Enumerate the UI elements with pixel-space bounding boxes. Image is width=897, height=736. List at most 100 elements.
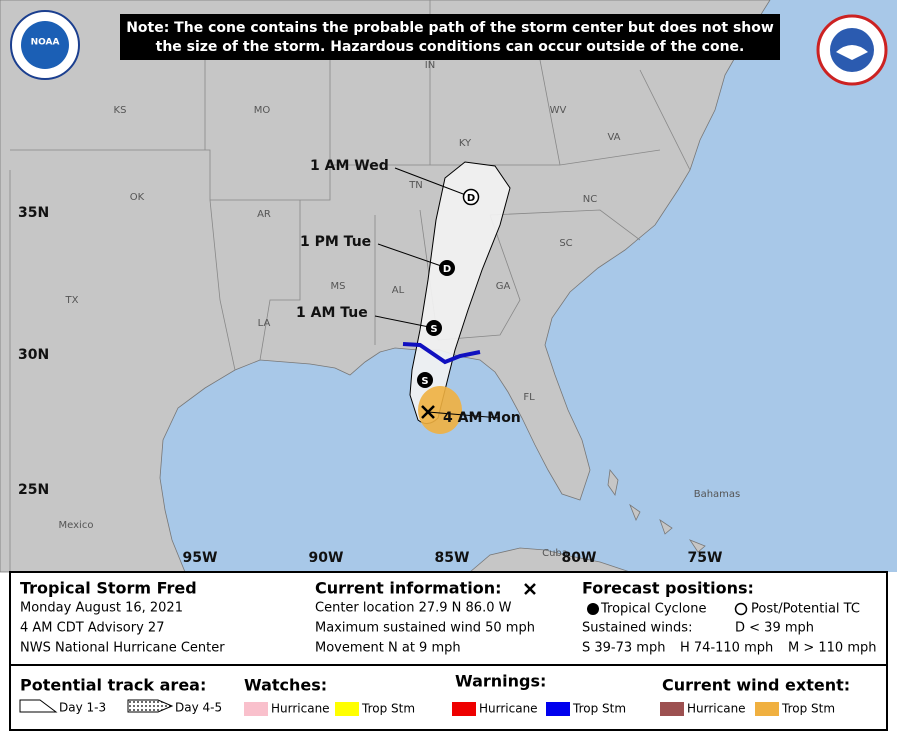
lon-label: 90W [309,550,344,566]
note-box [120,14,780,60]
watch-hurricane-swatch [244,702,268,716]
lon-label: 80W [562,550,597,566]
state-label: TX [65,295,79,306]
state-label: LA [258,318,271,329]
state-label: AR [257,209,271,220]
legend-text: Day 1-3 [59,701,106,715]
forecast-title: Forecast positions: [582,579,754,598]
state-label: KY [459,138,472,149]
warn-trop-swatch [546,702,570,716]
point-label: 4 AM Mon [443,410,521,426]
watch-trop-swatch [335,702,359,716]
state-label: KS [114,105,127,116]
forecast-point: D [439,260,455,276]
wind-hurricane-swatch [660,702,684,716]
legend-text: Trop Stm [781,702,835,716]
wind-extent [418,386,462,434]
forecast-text: M > 110 mph [788,641,876,656]
lat-label: 30N [18,347,49,363]
post-tc-icon [734,602,748,616]
point-symbol: S [430,324,437,335]
point-symbol: S [421,376,428,387]
state-label: SC [559,238,572,249]
legend-text: Hurricane [271,702,330,716]
trop-storm-warning [402,342,481,365]
country-label: Cuba [542,548,568,559]
legend-title: Warnings: [455,672,546,691]
forecast-text: D < 39 mph [735,621,814,636]
note-line: the size of the storm. Hazardous conditi… [156,39,745,55]
tc-icon [587,603,599,615]
lat-label: 25N [18,482,49,498]
state-label: FL [523,392,535,403]
country-label: Mexico [59,520,94,531]
state-label: MS [331,281,346,292]
land-us [0,0,771,573]
storm-title: Tropical Storm Fred [20,579,197,598]
land-cuba [468,547,631,573]
point-label: 1 AM Wed [310,158,389,174]
current-line: Center location 27.9 N 86.0 W [315,601,512,616]
noaa-logo: NOAA [10,10,80,80]
legend-text: Day 4-5 [175,701,222,715]
current-icon [524,583,536,595]
day45-icon [127,699,174,713]
legend-title: Potential track area: [20,676,206,695]
current-line: Movement N at 9 mph [315,641,461,656]
axis-labels: 35N 30N 25N 95W 90W 85W 80W 75W [18,205,722,566]
state-label: NC [583,194,597,205]
leader-line [394,167,472,198]
forecast-point: S [417,372,433,388]
lon-label: 85W [435,550,470,566]
forecast-text: Sustained winds: [582,621,692,636]
legend-text: Hurricane [479,702,538,716]
state-label: VA [607,132,620,143]
point-symbol: D [443,264,451,275]
state-labels: IN KS MO WV KY VA TN OK AR NC SC MS AL G… [59,60,741,559]
state-label: TN [408,180,423,191]
lon-label: 75W [688,550,723,566]
leader-line [377,243,448,269]
nws-logo [816,14,888,86]
wind-trop-swatch [755,702,779,716]
forecast-text: Tropical Cyclone [600,602,707,617]
point-symbol: D [467,193,475,204]
legend-text: Trop Stm [361,702,415,716]
state-label: WV [550,105,567,116]
forecast-text: Post/Potential TC [751,602,860,617]
forecast-point: D [462,188,480,206]
note-line: Note: The cone contains the probable pat… [126,20,774,36]
current-position [421,405,435,419]
warn-hurricane-swatch [452,702,476,716]
storm-line: Monday August 16, 2021 [20,601,183,616]
current-title: Current information: [315,579,501,598]
storm-line: 4 AM CDT Advisory 27 [20,621,164,636]
point-label: 1 PM Tue [300,234,371,250]
leader-line [427,411,501,419]
state-label: AL [392,285,405,296]
current-line: Maximum sustained wind 50 mph [315,621,535,636]
state-label: OK [130,192,145,203]
day13-icon [19,699,58,713]
state-label: MO [254,105,271,116]
state-borders [9,0,691,572]
leader-line [374,315,435,329]
storm-line: NWS National Hurricane Center [20,641,225,656]
land-bahamas [607,469,706,553]
lat-label: 35N [18,205,49,221]
legend-text: Trop Stm [572,702,626,716]
forecast-text: H 74-110 mph [680,641,773,656]
logo-text: NOAA [31,38,60,48]
lon-label: 95W [183,550,218,566]
forecast-track [374,167,501,419]
legend-title: Watches: [244,676,327,695]
forecast-text: S 39-73 mph [582,641,665,656]
legend-title: Current wind extent: [662,676,850,695]
country-label: Bahamas [694,489,741,500]
point-label: 1 AM Tue [296,305,368,321]
legend-text: Hurricane [687,702,746,716]
state-label: IN [425,60,435,71]
forecast-point: S [426,320,442,336]
state-label: GA [496,281,511,292]
